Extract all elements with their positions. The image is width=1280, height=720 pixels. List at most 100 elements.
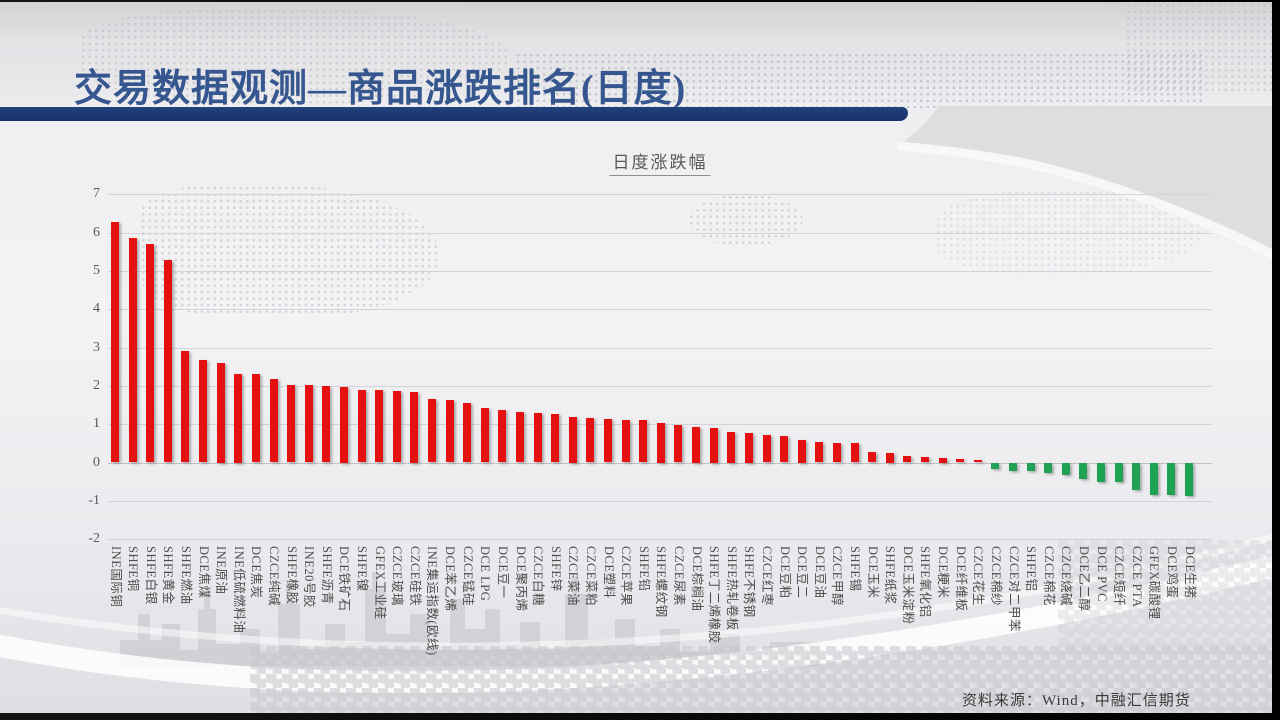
x-axis-label: DCE LPG (478, 546, 493, 602)
x-axis-label: DCE生猪 (1182, 546, 1197, 599)
x-axis-label: GFEX工业硅 (372, 546, 387, 620)
gridline (108, 194, 1212, 196)
x-axis-label: DCE豆油 (812, 546, 827, 599)
bar (604, 418, 612, 463)
chart-title: 日度涨跌幅 (609, 148, 711, 176)
x-axis-label: CZCE对二甲苯 (1006, 546, 1021, 632)
y-axis-label: 4 (93, 301, 100, 317)
bar (163, 260, 172, 463)
bar (128, 238, 137, 463)
x-axis-label: CZCE玻璃 (390, 546, 405, 606)
x-axis-label: DCE纤维板 (953, 546, 968, 612)
x-axis-label: DCE豆一 (495, 546, 510, 599)
x-axis-label: SHFE丁二烯橡胶 (707, 546, 722, 644)
gridline (108, 539, 1212, 541)
x-axis-label: CZCE尿素 (671, 546, 686, 606)
bar (850, 443, 859, 463)
bar (322, 385, 331, 463)
x-axis-label: CZCE棉花 (1041, 546, 1056, 606)
bar (199, 360, 207, 463)
bar (516, 412, 524, 463)
bar (1114, 462, 1123, 482)
gridline (108, 270, 1212, 272)
x-axis-label: SHFE纸浆 (883, 546, 898, 605)
bar (639, 420, 648, 463)
bar (1097, 462, 1105, 482)
bar (234, 374, 243, 463)
x-axis-label: DCE铁矿石 (337, 546, 352, 612)
x-axis-label: SHFE白银 (143, 546, 158, 605)
x-axis-label: DCE乙二醇 (1076, 546, 1091, 612)
bar (146, 244, 155, 463)
bar (1132, 462, 1141, 491)
bar (692, 426, 700, 463)
bar (815, 442, 824, 463)
x-axis-label: DCE棕榈油 (689, 546, 704, 612)
gridline (108, 309, 1212, 311)
bar (1079, 462, 1088, 480)
y-axis-label: -1 (88, 492, 100, 508)
bar (1026, 462, 1035, 472)
x-axis-label: DCE粳米 (936, 546, 950, 599)
bar (586, 417, 595, 463)
x-axis-label: SHFE氧化铝 (918, 546, 933, 618)
x-axis-label: SHFE锡 (848, 546, 862, 592)
x-axis-label: SHFE铅 (636, 546, 651, 592)
bar (427, 399, 436, 463)
bar (780, 436, 789, 463)
x-axis-label: DCE焦煤 (196, 546, 211, 599)
bar (463, 402, 472, 463)
x-axis-label: CZCE苹果 (619, 546, 634, 606)
x-axis-label: DCE苯乙烯 (443, 546, 457, 612)
bar (1044, 462, 1053, 473)
bar (410, 392, 419, 463)
bar (903, 456, 912, 463)
x-axis-label: DCE豆二 (795, 546, 810, 599)
bar (956, 459, 965, 463)
y-axis-label: 6 (93, 224, 100, 240)
x-axis-label: DCE豆粕 (777, 546, 792, 599)
x-axis-label: INE集运指数(欧线) (425, 546, 440, 656)
y-axis-label: 0 (93, 454, 100, 470)
x-axis-label: SHFE铜 (126, 546, 141, 592)
gridline (108, 462, 1212, 464)
bar (568, 416, 577, 463)
bar (480, 407, 489, 463)
bar (251, 374, 260, 463)
bar (1149, 462, 1158, 496)
bar (832, 442, 841, 463)
y-axis-label: 2 (93, 377, 100, 393)
bar (287, 384, 296, 463)
x-axis-label: CZCE锰硅 (460, 546, 475, 606)
y-axis-label: -2 (88, 531, 100, 547)
x-axis-label: CZCE菜粕 (583, 546, 598, 606)
x-axis-label: CZCE甲醇 (830, 546, 845, 606)
x-axis-label: CZCE红枣 (760, 546, 774, 606)
y-axis-label: 5 (93, 262, 100, 278)
bar (991, 462, 1000, 469)
bar (938, 457, 947, 463)
x-axis-label: CZCE烧碱 (1059, 546, 1074, 606)
x-axis-label: SHFE沥青 (319, 546, 334, 605)
x-axis-label: SHFE橡胶 (284, 546, 299, 605)
bar (973, 459, 982, 463)
x-axis-label: DCE鸡蛋 (1164, 546, 1179, 599)
x-axis-label: DCE玉米 (865, 546, 880, 599)
bar (357, 389, 366, 463)
bar (304, 385, 313, 463)
bar (269, 379, 278, 463)
x-axis-label: INE低硫燃料油 (231, 546, 246, 634)
x-axis-label: SHFE锌 (548, 546, 563, 592)
bar (375, 390, 384, 463)
bar (744, 433, 753, 463)
x-axis-label: CZCE短纤 (1112, 546, 1127, 606)
bar (1167, 462, 1176, 496)
bar (111, 221, 119, 463)
x-axis-label: SHFE铝 (1024, 546, 1039, 592)
bar (868, 451, 877, 463)
x-axis-label: INE原油 (214, 546, 229, 595)
x-axis-label: INE20号胶 (302, 546, 317, 608)
bar (920, 457, 929, 463)
